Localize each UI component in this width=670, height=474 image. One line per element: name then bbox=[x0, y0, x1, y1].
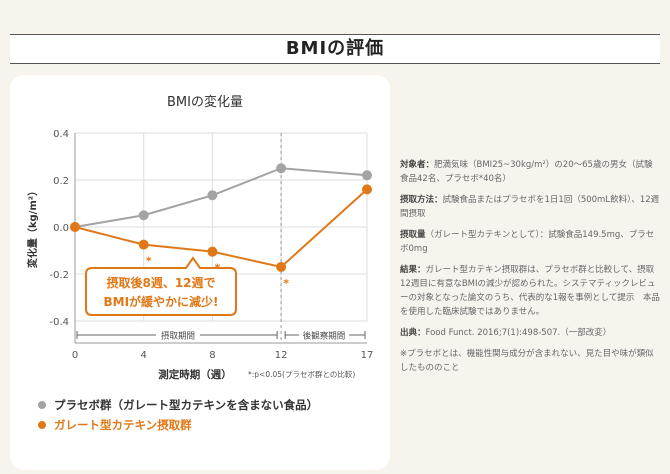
callout-line-1: 摂取後8週、12週で bbox=[106, 275, 215, 290]
catechin-point bbox=[276, 261, 287, 272]
chart-title: BMIの変化量 bbox=[167, 94, 243, 110]
y-tick-label: 0.4 bbox=[53, 129, 69, 140]
catechin-point bbox=[207, 246, 218, 257]
legend-placebo: プラセボ群（ガレート型カテキンを含まない食品） bbox=[38, 397, 378, 413]
note-subjects: 対象者：肥満気味（BMI25~30kg/m²）の20〜65歳の男女（試験食品42… bbox=[400, 160, 653, 184]
x-tick-label: 0 bbox=[72, 350, 78, 361]
study-notes: 対象者：肥満気味（BMI25~30kg/m²）の20〜65歳の男女（試験食品42… bbox=[400, 158, 660, 382]
catechin-point bbox=[138, 239, 149, 250]
x-tick-label: 4 bbox=[141, 350, 147, 361]
y-tick-label: -0.2 bbox=[49, 270, 69, 281]
y-tick-label: 0.0 bbox=[53, 223, 69, 234]
chart-card: BMIの変化量 0.4 0.2 0.0 -0.2 -0.4 0 4 8 12 17 変化量（kg/m… bbox=[10, 75, 390, 470]
intake-period-label: 摂取期間 bbox=[161, 331, 195, 342]
callout-frame bbox=[85, 256, 237, 316]
note-dose: 摂取量（ガレート型カテキンとして）：試験食品149.5mg、プラセボ0mg bbox=[400, 230, 655, 254]
legend-placebo-marker bbox=[38, 401, 46, 409]
legend-placebo-label: プラセボ群（ガレート型カテキンを含まない食品） bbox=[54, 398, 319, 412]
callout-line-2: BMIが緩やかに減少! bbox=[103, 294, 218, 309]
catechin-point bbox=[70, 222, 80, 232]
placebo-point bbox=[362, 170, 372, 181]
note-placebo-def: ※プラセボとは、機能性関与成分が含まれない、見た目や味が類似したもののこと bbox=[400, 349, 654, 373]
x-tick-label: 12 bbox=[275, 350, 288, 361]
legend-catechin-marker bbox=[38, 421, 46, 429]
x-tick-label: 17 bbox=[361, 350, 374, 361]
y-axis-label: 変化量（kg/m²） bbox=[26, 186, 39, 268]
period-label-bg bbox=[299, 329, 350, 341]
placebo-point bbox=[207, 190, 218, 201]
y-tick-label: 0.2 bbox=[53, 176, 69, 187]
significance-note: *:p<0.05(プラセボ群との比較) bbox=[248, 369, 355, 379]
significance-asterisk: * bbox=[146, 255, 152, 268]
callout-bubble: 摂取後8週、12週で BMIが緩やかに減少! bbox=[85, 256, 237, 316]
bmi-line-chart: BMIの変化量 0.4 0.2 0.0 -0.2 -0.4 0 4 8 12 17 変化量（kg/m… bbox=[26, 94, 374, 381]
note-result: 結果：ガレート型カテキン摂取群は、プラセボ群と比較して、摂取12週目に有意なBM… bbox=[400, 265, 660, 317]
x-axis-label: 測定時期（週） bbox=[158, 368, 232, 381]
significance-asterisk: * bbox=[283, 277, 289, 290]
x-tick-label: 8 bbox=[209, 350, 215, 361]
placebo-point bbox=[276, 163, 287, 174]
legend-catechin: ガレート型カテキン摂取群 bbox=[38, 417, 378, 433]
note-method: 摂取方法：試験食品またはプラセボを1日1回（500mL飲料）、12週間摂取 bbox=[400, 195, 660, 219]
legend-catechin-label: ガレート型カテキン摂取群 bbox=[54, 418, 192, 432]
section-title: BMIの評価 bbox=[10, 34, 660, 64]
period-label-bg bbox=[156, 329, 201, 341]
follow-up-period-label: 後観察期間 bbox=[303, 331, 346, 342]
note-source: 出典：Food Funct. 2016;7(1):498-507.（一部改変） bbox=[400, 328, 612, 338]
y-tick-label: -0.4 bbox=[49, 317, 69, 328]
placebo-point bbox=[138, 210, 149, 221]
catechin-point bbox=[362, 184, 372, 195]
